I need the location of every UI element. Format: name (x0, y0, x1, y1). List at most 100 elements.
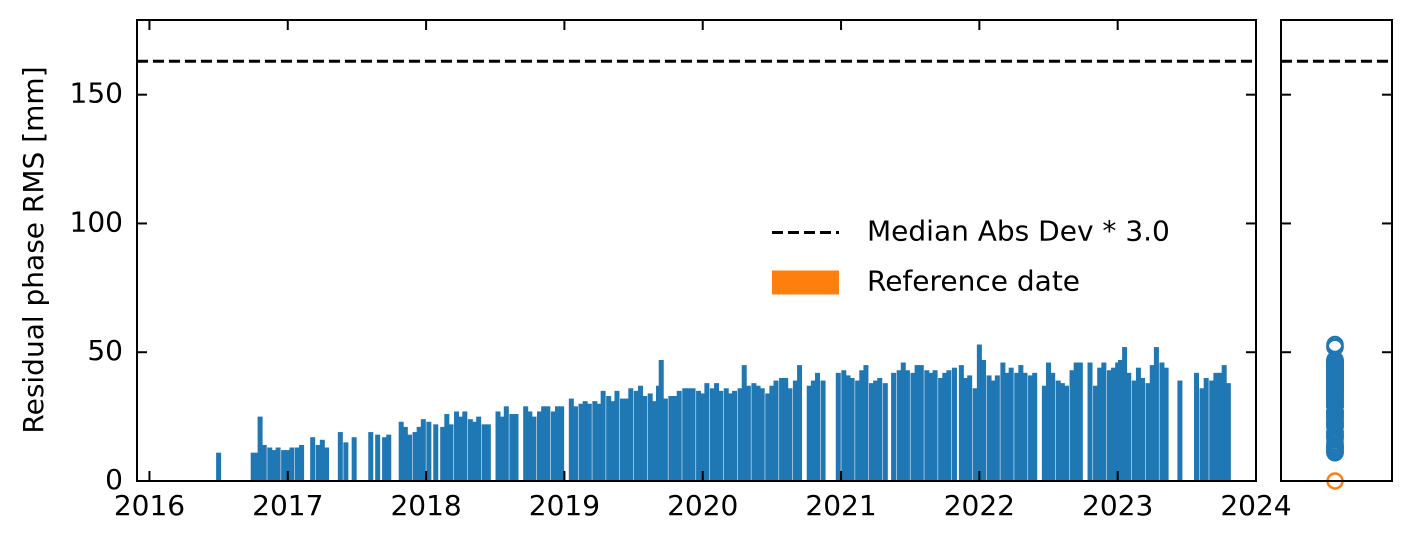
bar (495, 411, 501, 481)
bar (1221, 365, 1227, 481)
bar (745, 385, 751, 481)
bar (820, 380, 826, 481)
bar (1159, 362, 1165, 481)
bar (769, 385, 775, 481)
bar (523, 406, 529, 481)
bar (1093, 385, 1099, 481)
bar (582, 401, 588, 481)
bar (1041, 385, 1047, 481)
bar (586, 403, 592, 481)
bar (513, 414, 519, 481)
bar (426, 421, 432, 481)
x-tick-label: 2023 (1082, 489, 1153, 522)
bar (1140, 377, 1146, 481)
bar (1073, 362, 1079, 481)
bar (440, 426, 446, 481)
bar (412, 432, 418, 481)
bar (877, 377, 883, 481)
bar (614, 390, 620, 481)
bar (723, 388, 729, 481)
bar (651, 401, 657, 481)
bar (1135, 367, 1141, 481)
bar (759, 388, 765, 481)
bar (647, 393, 653, 481)
bar (696, 390, 702, 481)
bar (1145, 383, 1151, 481)
bar (275, 447, 281, 481)
side-point (1326, 364, 1344, 382)
bar (606, 396, 612, 481)
bar (682, 388, 688, 481)
bar (958, 365, 964, 481)
x-tick-label: 2021 (805, 489, 876, 522)
bar (503, 406, 509, 481)
bar (655, 385, 661, 481)
x-tick-label: 2018 (390, 489, 461, 522)
bar (741, 365, 747, 481)
y-tick-label: 0 (105, 463, 123, 496)
y-tick-label: 50 (87, 334, 123, 367)
bar (1111, 367, 1117, 481)
bar (863, 365, 869, 481)
bar (1126, 372, 1132, 481)
axes-frame (136, 19, 1257, 482)
bar (1217, 372, 1223, 481)
bar (624, 398, 630, 481)
bar (835, 372, 841, 481)
bar (406, 434, 412, 481)
bar (628, 388, 634, 481)
bar (924, 370, 930, 481)
bar (1018, 365, 1024, 481)
bar (773, 380, 779, 481)
bar (368, 432, 374, 481)
bar (541, 406, 547, 481)
side-point (1326, 374, 1344, 392)
bar (1153, 347, 1159, 481)
bar (299, 444, 305, 481)
bar (946, 370, 952, 481)
bar (382, 437, 388, 481)
bar (951, 367, 957, 481)
bar (600, 390, 606, 481)
bar (1046, 362, 1052, 481)
bar (285, 450, 291, 481)
bar (444, 414, 450, 481)
bar (1055, 380, 1061, 481)
bar (637, 385, 643, 481)
bar (810, 380, 816, 481)
bar (386, 434, 392, 481)
bar (1117, 359, 1123, 481)
bar (797, 365, 803, 481)
bar (1022, 372, 1028, 481)
bar (792, 380, 798, 481)
bar (351, 437, 357, 481)
bar (509, 414, 515, 481)
bar (855, 380, 861, 481)
bar (337, 432, 343, 481)
bar (323, 447, 329, 481)
bar (868, 383, 874, 481)
bar (882, 383, 888, 481)
bar (900, 362, 906, 481)
bar (732, 390, 738, 481)
bar (938, 377, 944, 481)
bar (718, 390, 724, 481)
bar (914, 365, 920, 481)
bar (727, 393, 733, 481)
bar (642, 396, 648, 481)
bar (918, 365, 924, 481)
bar (1069, 370, 1075, 481)
bar (343, 442, 349, 481)
x-tick-label: 2024 (1220, 489, 1291, 522)
bar (1101, 362, 1107, 481)
bar (815, 372, 821, 481)
y-tick-label: 100 (70, 205, 123, 238)
bar (873, 380, 879, 481)
x-tick-label: 2020 (667, 489, 738, 522)
bar (398, 421, 404, 481)
bar (1032, 372, 1038, 481)
bar (448, 424, 454, 481)
bar (1050, 372, 1056, 481)
bar (1213, 372, 1219, 481)
y-axis-label: Residual phase RMS [mm] (17, 66, 50, 433)
